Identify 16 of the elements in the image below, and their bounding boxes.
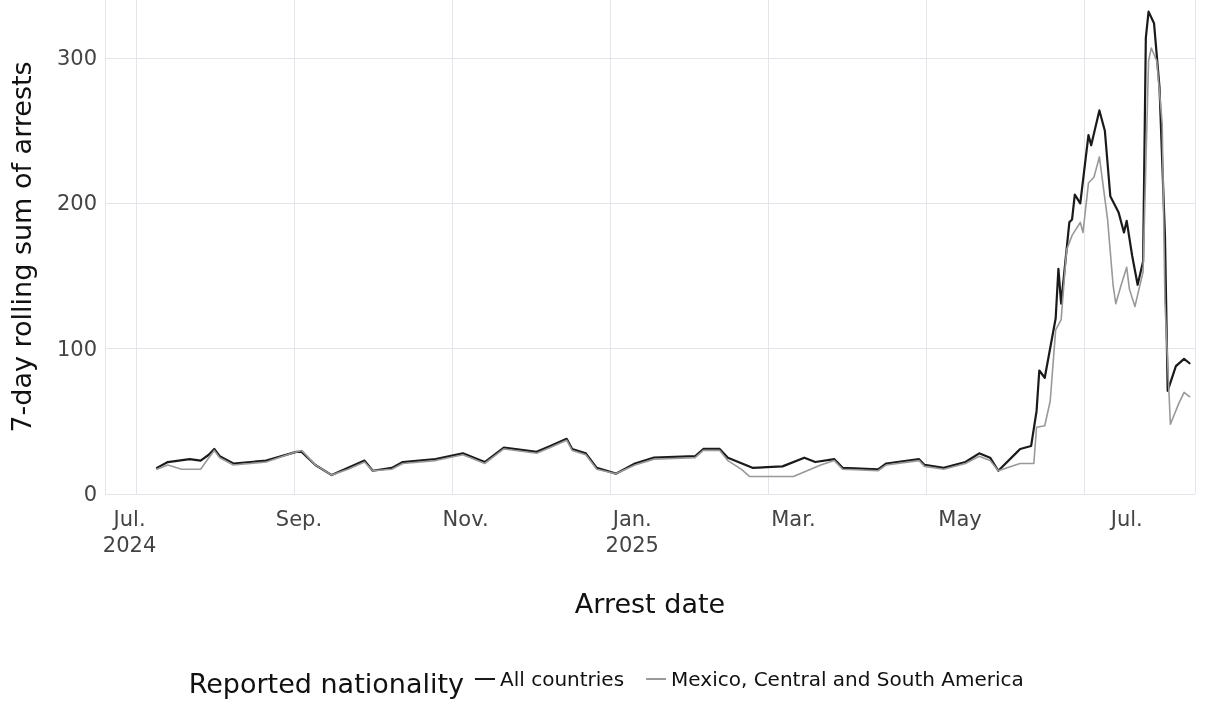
x-tick-label: May xyxy=(938,507,982,531)
x-tick-label: Mar. xyxy=(771,507,816,531)
x-axis-title: Arrest date xyxy=(574,588,726,619)
y-axis-title: 7-day rolling sum of arrests xyxy=(6,61,37,433)
x-tick-label: Jul. xyxy=(1108,507,1143,531)
x-tick-label: Nov. xyxy=(442,507,489,531)
legend-label: All countries xyxy=(500,667,625,691)
x-tick-label: Sep. xyxy=(275,507,323,531)
y-tick-label: 100 xyxy=(56,336,97,361)
legend-title: Reported nationality xyxy=(188,668,465,699)
x-tick-label: Jan. 2025 xyxy=(605,507,659,557)
y-tick-label: 200 xyxy=(56,191,97,216)
y-tick-label: 300 xyxy=(56,46,97,71)
y-tick-label: 0 xyxy=(83,482,97,506)
legend-label: Mexico, Central and South America xyxy=(671,667,1024,691)
x-tick-label: Jul. 2024 xyxy=(102,507,157,557)
